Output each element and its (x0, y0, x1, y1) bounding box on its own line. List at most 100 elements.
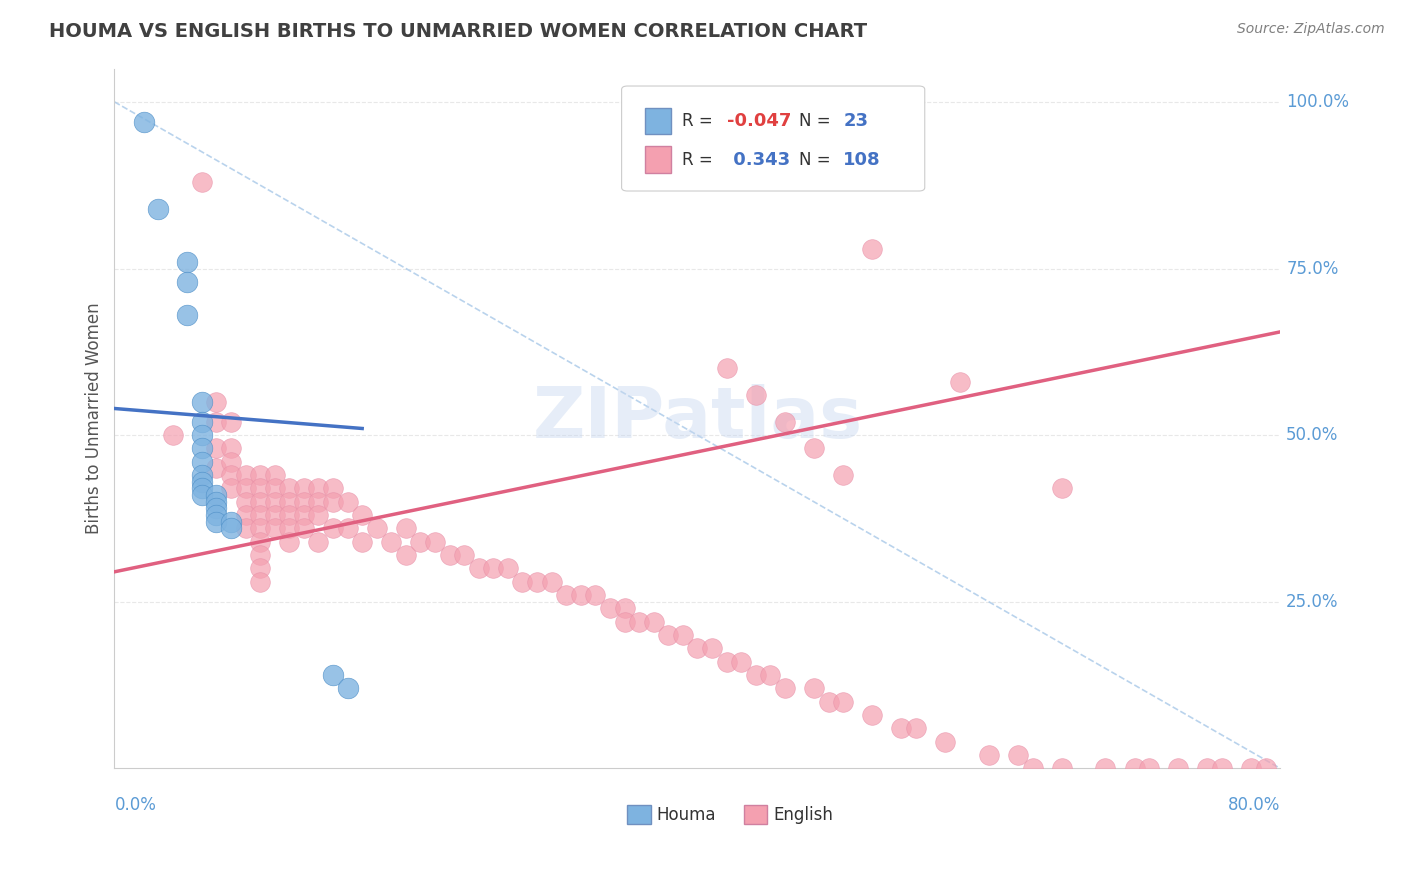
Point (1123, 762, 1146, 776)
Point (219, 415, 242, 429)
Point (191, 442, 214, 456)
Point (482, 561, 505, 575)
Point (744, 668, 766, 682)
Point (176, 255, 198, 269)
Point (191, 482, 214, 496)
Point (205, 394, 228, 409)
Point (263, 521, 285, 535)
Point (336, 495, 359, 509)
Point (307, 482, 329, 496)
Point (540, 574, 562, 589)
Point (409, 534, 432, 549)
Point (191, 468, 214, 483)
Point (1094, 762, 1116, 776)
Point (322, 521, 344, 535)
Point (249, 468, 271, 483)
Point (205, 442, 228, 456)
Point (292, 482, 315, 496)
FancyBboxPatch shape (645, 146, 671, 173)
Text: HOUMA VS ENGLISH BIRTHS TO UNMARRIED WOMEN CORRELATION CHART: HOUMA VS ENGLISH BIRTHS TO UNMARRIED WOM… (49, 22, 868, 41)
Point (249, 521, 271, 535)
Point (657, 628, 679, 642)
Text: ZIPatlas: ZIPatlas (533, 384, 862, 453)
Point (249, 534, 271, 549)
Text: Houma: Houma (657, 806, 716, 824)
Point (905, 722, 928, 736)
Point (191, 415, 214, 429)
Text: N =: N = (799, 112, 835, 130)
Text: 100.0%: 100.0% (1286, 93, 1350, 111)
Point (205, 495, 228, 509)
Point (219, 521, 242, 535)
Point (235, 468, 257, 483)
Point (322, 482, 344, 496)
Point (730, 655, 752, 669)
Point (278, 534, 301, 549)
Point (716, 655, 738, 669)
FancyBboxPatch shape (627, 805, 651, 824)
Point (1021, 762, 1043, 776)
Point (773, 415, 796, 429)
Point (1240, 762, 1263, 776)
FancyBboxPatch shape (645, 108, 671, 135)
Point (263, 468, 285, 483)
Point (672, 628, 695, 642)
Text: 25.0%: 25.0% (1286, 593, 1339, 611)
Point (686, 641, 709, 656)
Text: 80.0%: 80.0% (1227, 797, 1281, 814)
Point (860, 242, 883, 256)
Point (205, 501, 228, 516)
Point (380, 534, 402, 549)
Point (817, 695, 839, 709)
Point (249, 548, 271, 562)
Point (569, 588, 592, 602)
Point (307, 508, 329, 523)
Point (832, 468, 855, 483)
Point (716, 361, 738, 376)
Point (205, 488, 228, 502)
Point (292, 521, 315, 535)
Point (219, 468, 242, 483)
Point (1167, 762, 1189, 776)
Text: N =: N = (799, 151, 835, 169)
Point (278, 521, 301, 535)
Point (176, 308, 198, 322)
Point (643, 615, 665, 629)
Y-axis label: Births to Unmarried Women: Births to Unmarried Women (86, 302, 103, 534)
Point (496, 561, 519, 575)
Point (235, 521, 257, 535)
FancyBboxPatch shape (744, 805, 768, 824)
Point (191, 175, 214, 189)
Point (292, 508, 315, 523)
Point (439, 548, 461, 562)
Point (322, 495, 344, 509)
Point (352, 534, 374, 549)
Point (219, 455, 242, 469)
Point (468, 561, 491, 575)
Point (336, 521, 359, 535)
Point (1254, 762, 1277, 776)
Text: 50.0%: 50.0% (1286, 426, 1339, 444)
Point (278, 495, 301, 509)
Point (934, 735, 956, 749)
Point (191, 394, 214, 409)
Point (1050, 482, 1073, 496)
Point (191, 475, 214, 489)
Point (249, 495, 271, 509)
Point (1007, 748, 1029, 763)
Point (744, 388, 766, 402)
Point (249, 508, 271, 523)
Text: Source: ZipAtlas.com: Source: ZipAtlas.com (1237, 22, 1385, 37)
Point (977, 748, 1000, 763)
Point (235, 508, 257, 523)
Point (219, 482, 242, 496)
Point (219, 515, 242, 529)
Point (759, 668, 782, 682)
Point (860, 708, 883, 723)
Point (146, 202, 169, 216)
Point (832, 695, 855, 709)
Point (1050, 762, 1073, 776)
Point (205, 461, 228, 475)
Point (395, 521, 418, 535)
Point (949, 375, 972, 389)
